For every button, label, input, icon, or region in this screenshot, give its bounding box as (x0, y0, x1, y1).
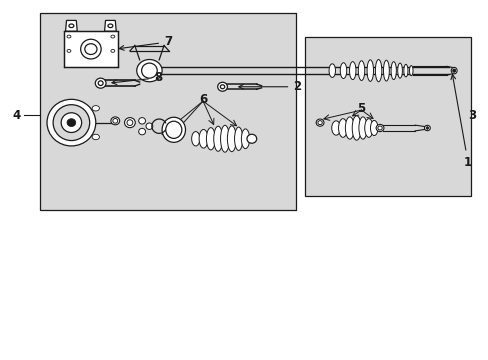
Ellipse shape (375, 59, 381, 82)
Ellipse shape (403, 64, 407, 77)
Ellipse shape (165, 121, 182, 138)
Ellipse shape (53, 105, 89, 140)
Polygon shape (65, 21, 77, 31)
Ellipse shape (340, 63, 346, 78)
Ellipse shape (390, 62, 396, 80)
Ellipse shape (98, 81, 103, 86)
Ellipse shape (241, 129, 249, 149)
Polygon shape (40, 13, 295, 211)
Ellipse shape (113, 118, 118, 123)
Polygon shape (305, 37, 470, 196)
Ellipse shape (349, 62, 355, 80)
Ellipse shape (316, 119, 324, 126)
Ellipse shape (95, 78, 106, 88)
Ellipse shape (450, 67, 456, 74)
Ellipse shape (383, 60, 388, 81)
Ellipse shape (408, 66, 412, 76)
Ellipse shape (358, 61, 364, 81)
Ellipse shape (81, 39, 101, 59)
Ellipse shape (92, 105, 99, 111)
Ellipse shape (139, 118, 145, 124)
Ellipse shape (111, 35, 115, 38)
Text: 2: 2 (238, 80, 301, 93)
Ellipse shape (217, 82, 227, 91)
Ellipse shape (67, 35, 71, 38)
Ellipse shape (338, 119, 347, 137)
Ellipse shape (137, 59, 162, 82)
Polygon shape (104, 21, 116, 31)
Text: 8: 8 (112, 71, 162, 85)
Ellipse shape (220, 85, 224, 89)
Ellipse shape (227, 126, 236, 152)
Ellipse shape (317, 121, 322, 125)
Ellipse shape (377, 126, 382, 130)
Ellipse shape (328, 64, 335, 77)
Ellipse shape (370, 121, 377, 135)
Ellipse shape (366, 60, 373, 81)
Ellipse shape (345, 117, 353, 139)
Ellipse shape (375, 125, 383, 132)
Ellipse shape (162, 117, 185, 142)
Ellipse shape (69, 24, 74, 28)
Ellipse shape (213, 126, 222, 151)
Ellipse shape (111, 49, 115, 52)
Ellipse shape (246, 134, 256, 143)
Ellipse shape (67, 49, 71, 52)
Ellipse shape (67, 119, 76, 127)
Ellipse shape (111, 117, 120, 125)
Ellipse shape (142, 63, 157, 78)
Ellipse shape (351, 116, 360, 140)
Ellipse shape (425, 127, 427, 129)
Ellipse shape (364, 119, 372, 137)
Ellipse shape (220, 125, 229, 152)
Text: 4: 4 (13, 109, 21, 122)
Ellipse shape (199, 130, 207, 148)
Text: 1: 1 (450, 75, 471, 168)
Ellipse shape (358, 117, 366, 139)
Ellipse shape (146, 123, 153, 130)
Ellipse shape (452, 69, 455, 72)
Ellipse shape (92, 134, 99, 140)
Ellipse shape (127, 120, 133, 126)
Text: 7: 7 (119, 35, 172, 50)
Ellipse shape (234, 127, 242, 150)
Polygon shape (64, 31, 118, 67)
Ellipse shape (124, 118, 135, 128)
Ellipse shape (47, 99, 96, 146)
Text: 3: 3 (467, 109, 475, 122)
Text: 6: 6 (199, 93, 207, 106)
Ellipse shape (206, 128, 215, 150)
Ellipse shape (61, 113, 81, 132)
Ellipse shape (331, 121, 340, 135)
Ellipse shape (397, 63, 402, 78)
Ellipse shape (424, 125, 429, 131)
Ellipse shape (139, 129, 145, 135)
Ellipse shape (191, 132, 200, 146)
Ellipse shape (84, 44, 97, 54)
Text: 5: 5 (357, 102, 365, 115)
Ellipse shape (108, 24, 113, 28)
